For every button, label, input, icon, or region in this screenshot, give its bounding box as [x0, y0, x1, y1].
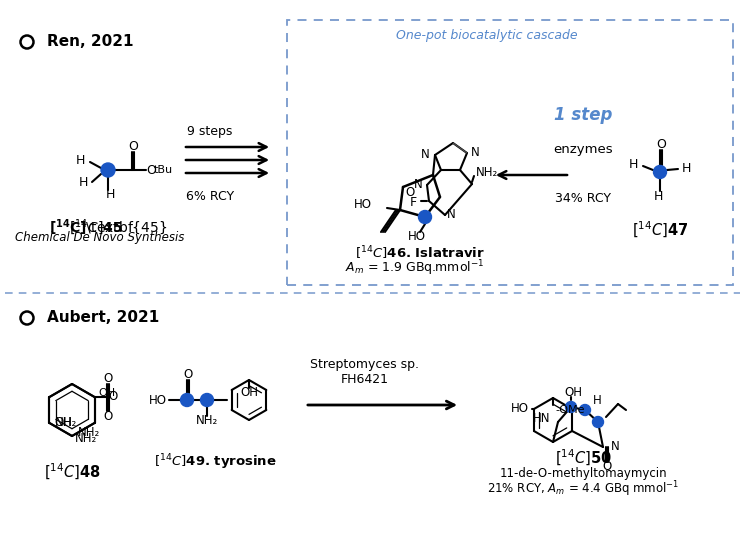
Text: $[^{14}C]$46. Islatravir: $[^{14}C]$46. Islatravir	[355, 244, 485, 262]
Text: H: H	[76, 155, 85, 168]
Text: Ren, 2021: Ren, 2021	[47, 34, 133, 49]
Circle shape	[419, 211, 431, 223]
Text: NH₂: NH₂	[54, 417, 77, 430]
Text: -OMe: -OMe	[555, 405, 585, 415]
Text: HN: HN	[533, 411, 550, 425]
Text: N: N	[414, 178, 423, 192]
Text: NH₂: NH₂	[75, 432, 98, 446]
Text: enzymes: enzymes	[554, 143, 613, 156]
Text: O: O	[603, 461, 612, 474]
Text: H: H	[629, 157, 638, 171]
Text: 1 step: 1 step	[554, 106, 612, 124]
Text: 6% RCY: 6% RCY	[186, 191, 234, 204]
Text: $[^{14}C]$50: $[^{14}C]$50	[554, 448, 612, 468]
Text: H: H	[592, 394, 601, 407]
Text: N: N	[471, 147, 480, 159]
Text: N: N	[447, 208, 456, 221]
Text: $[^{14}C]$45: $[^{14}C]$45	[69, 217, 123, 237]
Text: NH₂: NH₂	[196, 413, 218, 426]
Text: H: H	[653, 190, 663, 202]
Text: 11-de-O-methyltomaymycin: 11-de-O-methyltomaymycin	[499, 468, 667, 481]
Text: O: O	[183, 367, 193, 381]
Text: Aubert, 2021: Aubert, 2021	[47, 310, 159, 325]
Text: HO: HO	[408, 230, 426, 243]
Circle shape	[592, 417, 603, 427]
Circle shape	[21, 35, 34, 48]
Circle shape	[565, 402, 577, 412]
Text: HO: HO	[354, 199, 372, 212]
Text: H: H	[682, 162, 691, 175]
Text: N: N	[611, 440, 620, 454]
Text: O: O	[108, 390, 117, 403]
Text: 34% RCY: 34% RCY	[555, 192, 611, 205]
Text: O: O	[103, 410, 112, 423]
Text: OH: OH	[98, 388, 115, 398]
Text: O: O	[103, 373, 112, 386]
Text: O: O	[128, 140, 138, 153]
Text: NH₂: NH₂	[78, 425, 101, 439]
Text: 21% RCY, $A_m$ = 4.4 GBq mmol$^{-1}$: 21% RCY, $A_m$ = 4.4 GBq mmol$^{-1}$	[487, 479, 679, 499]
Text: NH₂: NH₂	[476, 165, 498, 178]
Text: N: N	[421, 149, 430, 162]
Text: tBu: tBu	[154, 165, 173, 175]
Text: OH: OH	[240, 387, 258, 400]
Text: Chemical De Novo Synthesis: Chemical De Novo Synthesis	[16, 230, 185, 243]
Text: One-pot biocatalytic cascade: One-pot biocatalytic cascade	[396, 28, 578, 41]
Text: O: O	[656, 137, 666, 150]
Text: Streptomyces sp.
FH6421: Streptomyces sp. FH6421	[311, 358, 419, 386]
Text: $[^{14}C]$49. tyrosine: $[^{14}C]$49. tyrosine	[153, 452, 276, 471]
Circle shape	[180, 394, 194, 407]
Text: $\mathbf{[^{14}C]}$\textbf{45}: $\mathbf{[^{14}C]}$\textbf{45}	[49, 217, 167, 237]
Text: $[^{14}C]$47: $[^{14}C]$47	[632, 220, 688, 240]
Text: HO: HO	[511, 403, 529, 416]
Text: 9 steps: 9 steps	[187, 126, 232, 139]
Circle shape	[101, 163, 115, 177]
Text: HO: HO	[149, 394, 167, 407]
Text: OH: OH	[564, 387, 582, 400]
Text: O: O	[146, 163, 156, 177]
Text: $[^{14}C]$48: $[^{14}C]$48	[44, 462, 101, 482]
Text: H: H	[79, 176, 88, 188]
Text: OH: OH	[54, 417, 72, 430]
Text: F: F	[410, 197, 417, 209]
Text: O: O	[405, 186, 415, 200]
Circle shape	[21, 311, 34, 324]
Circle shape	[200, 394, 214, 407]
Circle shape	[653, 165, 667, 178]
Text: H: H	[105, 187, 115, 200]
Circle shape	[580, 404, 591, 416]
Text: $A_m$ = 1.9 GBq.mmol$^{-1}$: $A_m$ = 1.9 GBq.mmol$^{-1}$	[345, 258, 485, 278]
